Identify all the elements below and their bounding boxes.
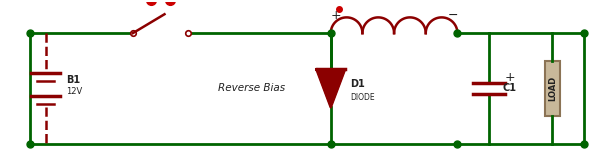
Text: L1: L1 xyxy=(387,0,401,2)
Text: Reverse Bias: Reverse Bias xyxy=(218,83,285,93)
Text: DIODE: DIODE xyxy=(350,93,375,102)
Text: −: − xyxy=(448,9,458,22)
Text: C1: C1 xyxy=(503,83,517,93)
Text: 12V: 12V xyxy=(66,87,82,96)
Text: B1: B1 xyxy=(66,75,80,85)
Text: +: + xyxy=(330,9,341,22)
Text: +: + xyxy=(504,71,515,84)
Text: LOAD: LOAD xyxy=(548,76,557,101)
Polygon shape xyxy=(316,69,345,107)
Text: D1: D1 xyxy=(350,79,365,89)
FancyBboxPatch shape xyxy=(545,61,561,116)
